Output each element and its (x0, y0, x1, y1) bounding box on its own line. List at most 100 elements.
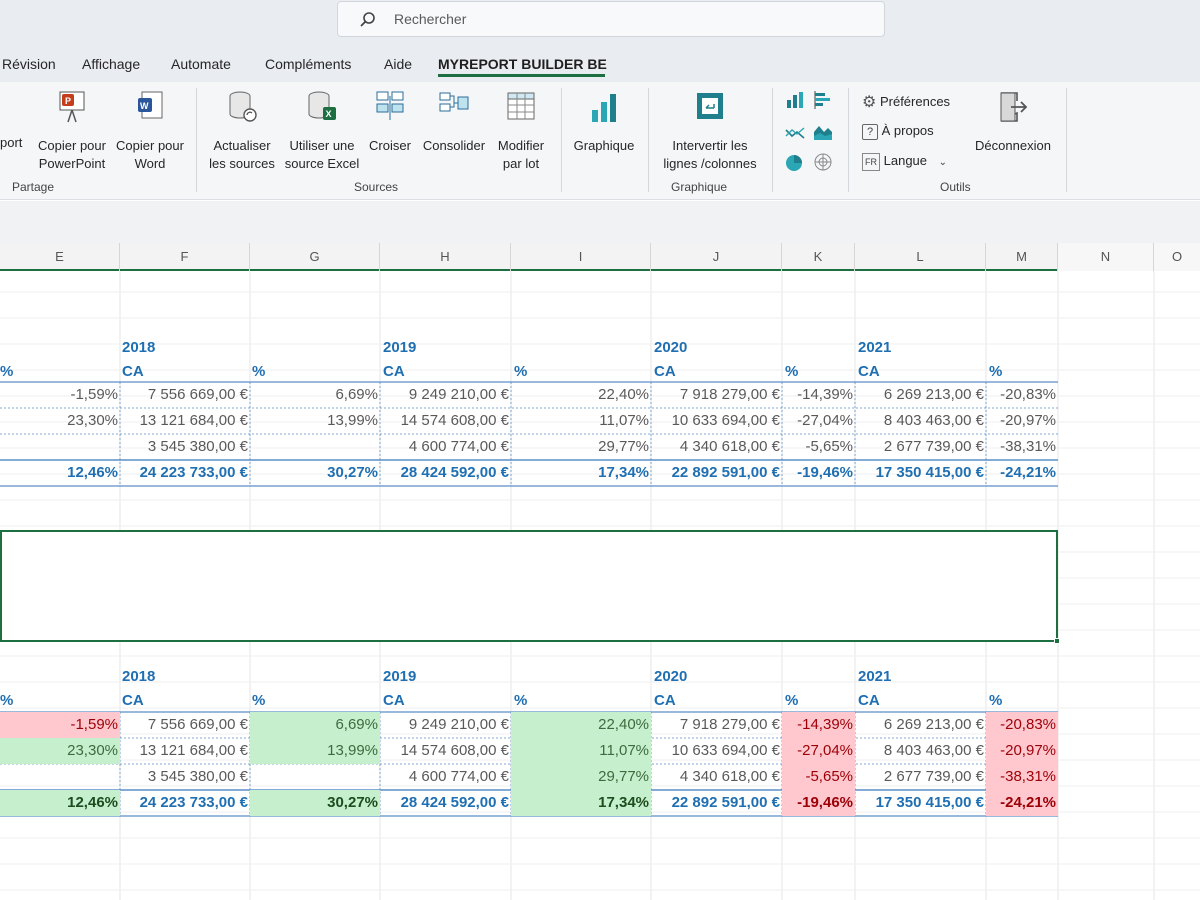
table-cell[interactable]: 14 574 608,00 € (400, 742, 509, 759)
total-cell[interactable]: 12,46% (0, 790, 120, 816)
table-cell[interactable]: -5,65% (805, 438, 853, 455)
total-cell[interactable]: 17 350 415,00 € (875, 794, 984, 811)
table-cell[interactable]: 23,30% (67, 412, 118, 429)
table-cell[interactable]: 7 918 279,00 € (679, 386, 780, 403)
refresh-sources-button[interactable]: Actualiser les sources (206, 90, 278, 173)
worksheet-grid[interactable]: % 2018 CA % 2019 CA % 2020 CA % 2021 CA … (0, 271, 1200, 900)
table-cell[interactable]: -20,83% (986, 712, 1058, 738)
table-cell[interactable]: -14,39% (797, 386, 853, 403)
table-cell[interactable]: -5,65% (782, 764, 855, 790)
search-box[interactable]: Rechercher (337, 1, 885, 37)
copy-powerpoint-button[interactable]: P Copier pour PowerPoint (32, 90, 112, 173)
copy-word-button[interactable]: W Copier pour Word (114, 90, 186, 173)
table-cell[interactable]: 6,69% (335, 386, 378, 403)
table-cell[interactable]: 13,99% (250, 738, 380, 764)
table-cell[interactable]: -20,97% (986, 738, 1058, 764)
pie-chart-icon[interactable] (784, 152, 806, 172)
table-cell[interactable]: -14,39% (782, 712, 855, 738)
tab-myreport-builder[interactable]: MYREPORT BUILDER BE (438, 56, 607, 72)
logout-button[interactable]: Déconnexion (968, 90, 1058, 155)
table-cell[interactable]: 4 600 774,00 € (408, 438, 509, 455)
table-cell[interactable]: 9 249 210,00 € (408, 386, 509, 403)
table-cell[interactable]: 8 403 463,00 € (883, 412, 984, 429)
table-cell[interactable]: 22,40% (511, 712, 651, 738)
total-cell[interactable]: 17,34% (598, 464, 649, 481)
table-cell[interactable]: 4 600 774,00 € (408, 768, 509, 785)
total-cell[interactable]: 17,34% (511, 790, 651, 816)
table-cell[interactable]: 23,30% (0, 738, 120, 764)
preferences-button[interactable]: ⚙ Préférences (862, 92, 950, 112)
column-header-h[interactable]: H (380, 243, 511, 271)
table-cell[interactable]: 2 677 739,00 € (883, 768, 984, 785)
cross-button[interactable]: Croiser (364, 90, 416, 155)
total-cell[interactable]: 28 424 592,00 € (400, 794, 509, 811)
table-cell[interactable]: -27,04% (782, 738, 855, 764)
total-cell[interactable]: -24,21% (1000, 464, 1056, 481)
table-cell[interactable]: 13 121 684,00 € (139, 742, 248, 759)
tab-aide[interactable]: Aide (384, 56, 413, 72)
column-header-f[interactable]: F (120, 243, 250, 271)
total-cell[interactable]: 17 350 415,00 € (875, 464, 984, 481)
column-header-j[interactable]: J (651, 243, 782, 271)
table-cell[interactable]: 9 249 210,00 € (408, 716, 509, 733)
fill-handle[interactable] (1054, 638, 1060, 644)
total-cell[interactable]: 30,27% (250, 790, 380, 816)
column-header-g[interactable]: G (250, 243, 380, 271)
area-chart-icon[interactable] (812, 122, 834, 142)
table-cell[interactable]: 2 677 739,00 € (883, 438, 984, 455)
column-header-k[interactable]: K (782, 243, 855, 271)
column-chart-icon[interactable] (784, 90, 806, 110)
batch-edit-button[interactable]: Modifier par lot (490, 90, 552, 173)
column-header-m[interactable]: M (986, 243, 1058, 271)
table-cell[interactable] (250, 434, 380, 460)
table-cell[interactable]: 6 269 213,00 € (883, 386, 984, 403)
excel-source-button[interactable]: X Utiliser une source Excel (282, 90, 362, 173)
total-cell[interactable]: 28 424 592,00 € (400, 464, 509, 481)
table-cell[interactable]: 29,77% (511, 764, 651, 790)
tab-affichage[interactable]: Affichage (82, 56, 141, 72)
table-cell[interactable]: 6,69% (250, 712, 380, 738)
table-cell[interactable]: -20,97% (1000, 412, 1056, 429)
total-cell[interactable]: 22 892 591,00 € (671, 794, 780, 811)
consolidate-button[interactable]: Consolider (418, 90, 490, 155)
radar-chart-icon[interactable] (812, 152, 834, 172)
line-chart-icon[interactable] (784, 122, 806, 142)
total-cell[interactable]: 12,46% (67, 464, 118, 481)
table-cell[interactable] (250, 764, 380, 790)
column-header-l[interactable]: L (855, 243, 986, 271)
table-cell[interactable]: 11,07% (599, 412, 649, 429)
selected-range[interactable] (0, 530, 1060, 644)
total-cell[interactable]: 30,27% (327, 464, 378, 481)
table-cell[interactable]: -20,83% (1000, 386, 1056, 403)
language-selector[interactable]: FR Langue ⌄ (862, 153, 947, 171)
table-cell[interactable]: 4 340 618,00 € (679, 438, 780, 455)
table-cell[interactable]: 3 545 380,00 € (147, 768, 248, 785)
table-cell[interactable]: 3 545 380,00 € (147, 438, 248, 455)
tab-complements[interactable]: Compléments (265, 56, 352, 72)
table-cell[interactable]: 11,07% (511, 738, 651, 764)
table-cell[interactable]: 29,77% (598, 438, 649, 455)
table-cell[interactable]: -1,59% (70, 386, 118, 403)
table-cell[interactable]: 7 918 279,00 € (679, 716, 780, 733)
column-header-o[interactable]: O (1154, 243, 1200, 271)
tab-automate[interactable]: Automate (171, 56, 231, 72)
swap-rows-columns-button[interactable]: Intervertir les lignes /colonnes (654, 90, 766, 173)
total-cell[interactable]: -19,46% (797, 464, 853, 481)
table-cell[interactable]: 6 269 213,00 € (883, 716, 984, 733)
about-button[interactable]: ? À propos (862, 123, 934, 140)
tab-revision[interactable]: Révision (2, 56, 56, 72)
column-header-e[interactable]: E (0, 243, 120, 271)
table-cell[interactable]: -27,04% (797, 412, 853, 429)
table-cell[interactable]: 13 121 684,00 € (139, 412, 248, 429)
total-cell[interactable]: 22 892 591,00 € (671, 464, 780, 481)
horizontal-bar-chart-icon[interactable] (812, 90, 834, 110)
chart-button[interactable]: Graphique (568, 90, 640, 155)
table-cell[interactable]: -1,59% (0, 712, 120, 738)
table-cell[interactable]: 22,40% (598, 386, 649, 403)
table-cell[interactable]: 10 633 694,00 € (671, 412, 780, 429)
table-cell[interactable]: 14 574 608,00 € (400, 412, 509, 429)
report-button[interactable]: port (0, 134, 28, 152)
column-header-i[interactable]: I (511, 243, 651, 271)
table-cell[interactable]: 4 340 618,00 € (679, 768, 780, 785)
total-cell[interactable]: -24,21% (986, 790, 1058, 816)
